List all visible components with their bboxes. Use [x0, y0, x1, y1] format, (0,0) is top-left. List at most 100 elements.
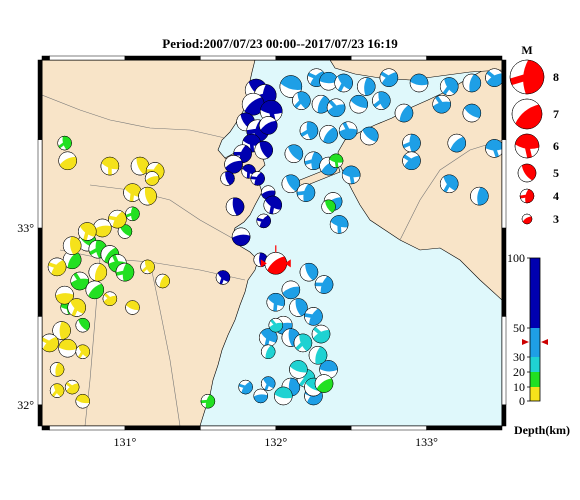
frame-segment-left — [37, 227, 43, 317]
focal-mechanism-mid — [334, 73, 353, 93]
frame-segment-top — [124, 55, 201, 61]
frame-segment-right — [501, 404, 507, 427]
focal-mechanism-mid — [439, 77, 459, 96]
focal-mechanism-mid — [470, 186, 489, 206]
depth-colorbar-label: 20 — [513, 365, 525, 379]
focal-mechanism-mid — [349, 94, 368, 114]
frame-segment-top — [41, 55, 50, 61]
focal-mechanism-mid — [394, 103, 414, 123]
depth-colorbar-label: 30 — [513, 350, 525, 364]
focal-mechanism-shallow_10_20 — [117, 224, 133, 239]
focal-mechanism-mid — [319, 125, 338, 144]
frame-segment-right — [501, 139, 507, 229]
focal-mechanism-deep — [256, 213, 271, 229]
focal-mechanism-shallow_20_30 — [268, 317, 284, 333]
depth-colorbar-label: 10 — [513, 380, 525, 394]
focal-mechanism-mid — [372, 91, 391, 110]
focal-mechanism-deep — [250, 171, 265, 186]
y-tick-label: 33° — [17, 221, 34, 235]
focal-mechanism-mid — [485, 68, 502, 87]
focal-mechanism-mid — [279, 75, 303, 98]
focal-mechanism-shallow_10_20 — [57, 135, 72, 151]
focal-mechanism-mid — [299, 262, 319, 282]
frame-segment-right — [501, 316, 507, 406]
depth-colorbar-segment — [530, 387, 540, 401]
depth-marker-left — [522, 339, 529, 345]
focal-mechanism-mid — [314, 275, 334, 294]
depth-colorbar-segment — [530, 372, 540, 387]
focal-mechanism-mid — [266, 292, 286, 312]
magnitude-legend-title: M — [521, 43, 532, 57]
focal-mechanism-mid — [439, 174, 459, 194]
focal-mechanism-mid — [289, 298, 308, 317]
frame-segment-right — [501, 59, 507, 140]
x-tick-label: 133° — [415, 435, 438, 449]
focal-mechanism-mid — [360, 126, 379, 146]
depth-marker-right — [541, 339, 548, 345]
magnitude-legend-symbol — [521, 213, 533, 225]
focal-mechanism-shallow_0_10 — [77, 222, 97, 241]
magnitude-legend-label: 7 — [553, 107, 559, 121]
focal-mechanism-shallow_0_10 — [75, 344, 90, 359]
focal-mechanism-mid — [326, 98, 346, 117]
frame-segment-left — [37, 316, 43, 406]
frame-segment-bottom — [275, 425, 352, 431]
focal-mechanism-mid — [402, 151, 421, 171]
focal-mechanism-shallow_0_10 — [75, 393, 90, 409]
focal-mechanism-mid — [260, 376, 276, 391]
focal-mechanism-deep — [233, 144, 252, 163]
focal-mechanism-shallow_20_30 — [308, 346, 328, 365]
focal-mechanism-deep — [225, 197, 245, 217]
magnitude-legend-label: 8 — [553, 70, 559, 84]
magnitude-legend-label: 5 — [553, 166, 559, 180]
focal-mechanism-shallow_0_10 — [130, 156, 150, 176]
highlighted-focal-mechanism — [264, 252, 288, 275]
magnitude-legend-symbol — [511, 98, 543, 130]
focal-mechanism-shallow_0_10 — [138, 186, 157, 206]
focal-mechanism-shallow_0_10 — [49, 362, 65, 377]
frame-segment-top — [200, 55, 277, 61]
frame-segment-bottom — [41, 425, 50, 431]
focal-mechanism-shallow_10_20 — [70, 271, 89, 291]
focal-mechanism-mid — [341, 165, 361, 185]
focal-mechanism-mid — [253, 388, 268, 404]
focal-mechanism-mid — [485, 139, 502, 158]
focal-mechanism-deep — [254, 140, 273, 160]
focal-mechanism-shallow_20_30 — [274, 386, 293, 406]
focal-mechanism-mid — [304, 307, 323, 326]
focal-mechanism-shallow_0_10 — [64, 379, 80, 395]
y-tick-label: 32° — [17, 398, 34, 412]
frame-segment-left — [37, 404, 43, 427]
focal-mechanism-shallow_20_30 — [260, 344, 276, 359]
frame-segment-top — [350, 55, 427, 61]
focal-mechanism-mid — [402, 133, 421, 153]
focal-mechanism-deep — [220, 171, 235, 186]
depth-colorbar-label: 100 — [507, 251, 525, 265]
frame-segment-left — [37, 139, 43, 229]
focal-mechanism-shallow_0_10 — [67, 298, 86, 317]
focal-mechanism-shallow_10_20 — [328, 153, 344, 169]
frame-segment-bottom — [49, 425, 126, 431]
focal-mechanism-shallow_10_20 — [62, 250, 82, 270]
focal-mechanism-mid — [357, 77, 376, 96]
magnitude-legend-label: 4 — [553, 189, 559, 203]
focal-mechanism-mid — [319, 360, 338, 379]
focal-mechanism-mid — [296, 183, 316, 202]
depth-colorbar-segment — [530, 328, 540, 357]
focal-mechanism-shallow_0_10 — [125, 300, 140, 315]
focal-mechanism-shallow_0_10 — [42, 333, 59, 353]
focal-mechanism-shallow_10_20 — [88, 239, 108, 259]
focal-mechanism-mid — [329, 215, 349, 234]
focal-mechanism-shallow_0_10 — [47, 257, 67, 277]
focal-mechanism-shallow_0_10 — [123, 183, 142, 202]
focal-mechanism-mid — [299, 121, 319, 140]
focal-mechanism-shallow_20_30 — [293, 333, 313, 353]
depth-colorbar-segment — [530, 357, 540, 372]
magnitude-legend-symbol — [517, 163, 537, 183]
focal-mechanism-deep — [258, 116, 278, 135]
focal-mechanism-shallow_0_10 — [88, 262, 108, 282]
frame-segment-bottom — [426, 425, 503, 431]
depth-colorbar-title: Depth(km) — [514, 423, 570, 437]
focal-mechanism-deep — [263, 195, 283, 215]
